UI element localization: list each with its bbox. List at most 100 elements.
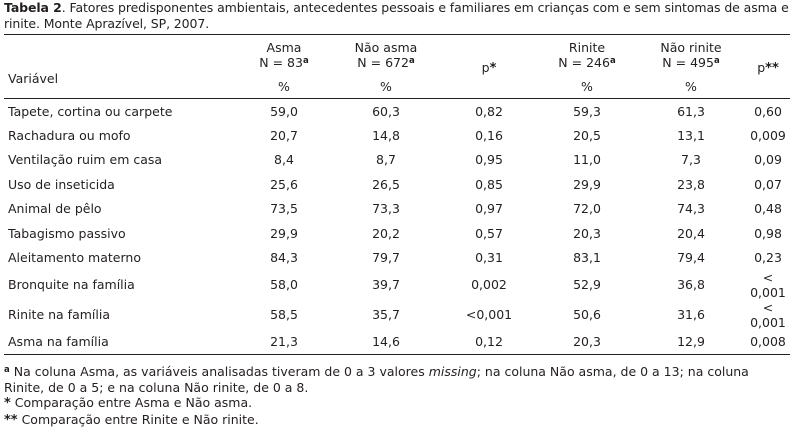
cell: 0,16 [475, 128, 503, 144]
header-rinite: Rinite N = 246a [538, 35, 636, 77]
row-label: Asma na família [8, 334, 109, 350]
cell: 0,57 [475, 225, 503, 241]
cell: 84,3 [270, 250, 298, 266]
cell: 50,6 [573, 307, 601, 323]
unit-rinite: % [581, 79, 593, 94]
table-row: Tapete, cortina ou carpete 59,0 60,3 0,82 59… [4, 99, 790, 124]
cell: 29,9 [573, 176, 601, 192]
footnote-a: a Na coluna Asma, as variáveis analisada… [4, 364, 749, 395]
cell: 0,008 [750, 334, 786, 350]
cell: 61,3 [677, 103, 705, 119]
cell: 0,48 [754, 201, 782, 217]
header-p-rinite: p** [757, 60, 779, 76]
cell: 14,6 [372, 334, 400, 350]
cell: 0,85 [475, 176, 503, 192]
cell: 0,09 [754, 152, 782, 168]
header-rinite-name: Rinite [568, 40, 606, 55]
cell: 20,3 [573, 334, 601, 350]
header-nao-rinite: Não rinite N = 495a [636, 35, 746, 77]
table-caption: Tabela 2. Fatores predisponentes ambient… [4, 0, 791, 31]
cell: 0,82 [475, 103, 503, 119]
header-asma: Asma N = 83a [236, 35, 332, 77]
header-nao-asma: Não asma N = 672a [332, 35, 440, 77]
caption-text: . Fatores predisponentes ambientais, ant… [4, 0, 789, 31]
cell: 39,7 [372, 277, 400, 293]
cell: 0,009 [750, 128, 786, 144]
cell: 20,3 [573, 225, 601, 241]
table-row: Animal de pêlo 73,5 73,3 0,97 72,0 74,3 0,48 [4, 197, 790, 221]
cell: 14,8 [372, 128, 400, 144]
cell: 7,3 [681, 152, 701, 168]
header-nao-rinite-n: N = 495a [662, 55, 720, 70]
cell: 0,31 [475, 250, 503, 266]
cell: 0,07 [754, 176, 782, 192]
row-label: Ventilação ruim em casa [8, 152, 163, 168]
header-nao-asma-name: Não asma [354, 40, 418, 55]
row-label: Bronquite na família [8, 277, 135, 293]
cell: 58,5 [270, 307, 298, 323]
table-header: Variável Asma N = 83a Não asma N = 672a … [4, 35, 790, 99]
row-label: Tabagismo passivo [8, 225, 126, 241]
cell: <0,001 [465, 307, 513, 323]
cell: 8,4 [274, 152, 294, 168]
cell: 21,3 [270, 334, 298, 350]
row-label: Uso de inseticida [8, 176, 115, 192]
cell: < 0,001 [750, 269, 786, 300]
cell: 20,4 [677, 225, 705, 241]
footnote-star: * Comparação entre Asma e Não asma. [4, 395, 253, 412]
table-row: Tabagismo passivo 29,9 20,2 0,57 20,3 20,4 0,9… [4, 221, 790, 245]
header-nao-asma-n: N = 672a [357, 55, 415, 70]
cell: 12,9 [677, 334, 705, 350]
cell: 13,1 [677, 128, 705, 144]
footnote-double-star: ** Comparação entre Rinite e Não rinite. [4, 411, 259, 428]
row-label: Rinite na família [8, 307, 110, 323]
cell: 59,0 [270, 103, 298, 119]
cell: 0,12 [475, 334, 503, 350]
cell: 79,7 [372, 250, 400, 266]
cell: 58,0 [270, 277, 298, 293]
cell: 23,8 [677, 176, 705, 192]
header-asma-n: N = 83a [259, 55, 309, 70]
unit-asma: % [278, 79, 290, 94]
cell: 72,0 [573, 201, 601, 217]
row-label: Tapete, cortina ou carpete [8, 103, 173, 119]
header-asma-name: Asma [266, 40, 302, 55]
cell: < 0,001 [750, 299, 786, 330]
cell: 83,1 [573, 250, 601, 266]
cell: 35,7 [372, 307, 400, 323]
row-label: Animal de pêlo [8, 201, 102, 217]
row-label: Rachadura ou mofo [8, 128, 131, 144]
table-row: Uso de inseticida 25,6 26,5 0,85 29,9 23,8 0,0… [4, 172, 790, 196]
cell: 11,0 [573, 152, 601, 168]
table-row: Asma na família 21,3 14,6 0,12 20,3 12,9 0,008 [4, 330, 790, 355]
table-body: Tapete, cortina ou carpete 59,0 60,3 0,82 59… [4, 99, 790, 355]
cell: 73,5 [270, 201, 298, 217]
table-row: Ventilação ruim em casa 8,4 8,7 0,95 11,0 7,3… [4, 148, 790, 172]
cell: 20,5 [573, 128, 601, 144]
cell: 8,7 [376, 152, 396, 168]
cell: 0,60 [754, 103, 782, 119]
cell: 31,6 [677, 307, 705, 323]
row-label: Aleitamento materno [8, 250, 141, 266]
cell: 0,97 [475, 201, 503, 217]
cell: 25,6 [270, 176, 298, 192]
cell: 59,3 [573, 103, 601, 119]
header-nao-rinite-name: Não rinite [660, 40, 722, 55]
cell: 20,7 [270, 128, 298, 144]
data-table: Variável Asma N = 83a Não asma N = 672a … [4, 34, 790, 356]
header-variable: Variável [8, 71, 59, 86]
cell: 29,9 [270, 225, 298, 241]
cell: 79,4 [677, 250, 705, 266]
table-row: Rachadura ou mofo 20,7 14,8 0,16 20,5 13,1 0,0… [4, 123, 790, 147]
table-row: Bronquite na família 58,0 39,7 0,002 52,9 36,… [4, 270, 790, 300]
cell: 0,98 [754, 225, 782, 241]
cell: 60,3 [372, 103, 400, 119]
cell: 26,5 [372, 176, 400, 192]
header-rinite-n: N = 246a [558, 55, 616, 70]
header-p-asma: p* [481, 60, 497, 76]
unit-nao-rinite: % [685, 79, 697, 94]
cell: 0,23 [754, 250, 782, 266]
table-row: Aleitamento materno 84,3 79,7 0,31 83,1 79,4 0… [4, 245, 790, 269]
cell: 74,3 [677, 201, 705, 217]
unit-nao-asma: % [380, 79, 392, 94]
